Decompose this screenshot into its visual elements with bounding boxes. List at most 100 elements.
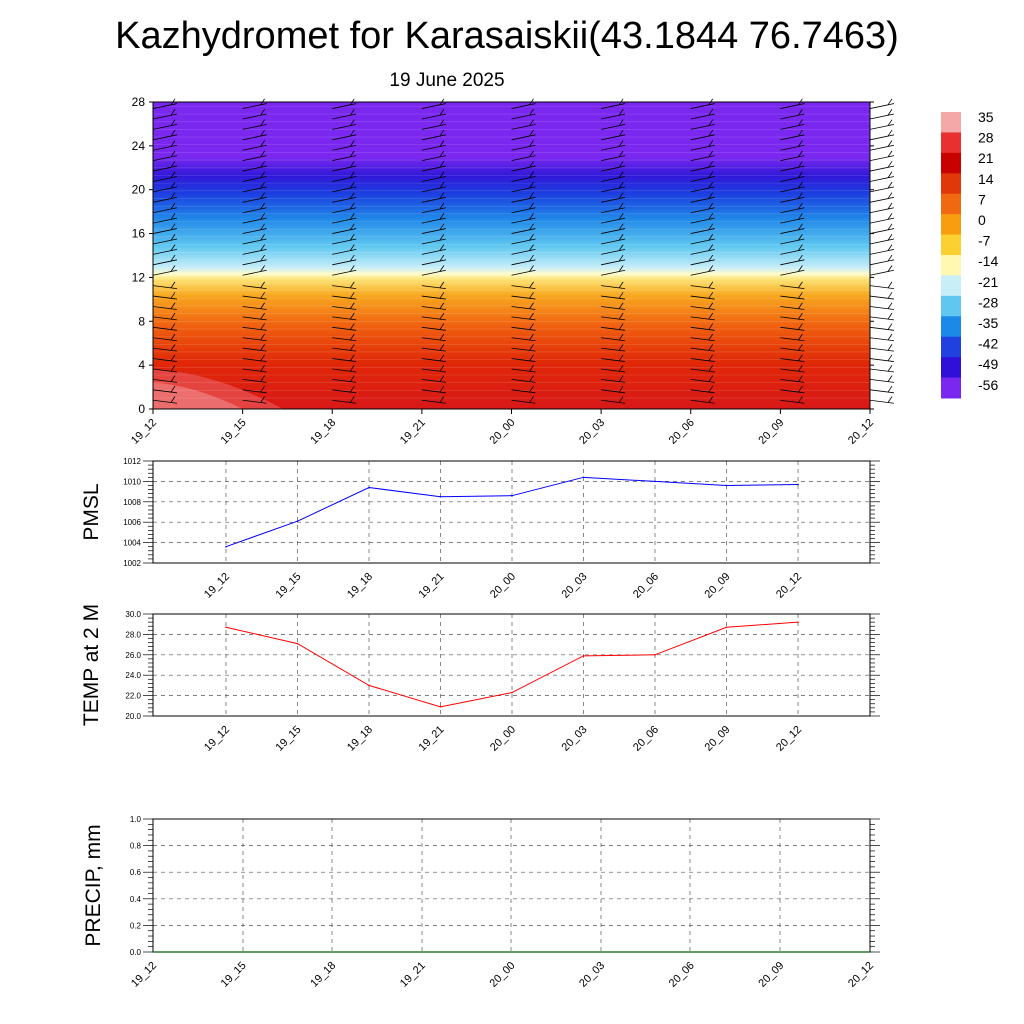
- wind-barb: [690, 165, 715, 172]
- wind-barb: [421, 368, 446, 373]
- wind-barb-flag: [439, 213, 445, 220]
- wind-barb: [332, 103, 357, 109]
- wind-barb-flag: [529, 312, 534, 320]
- wind-barb: [421, 285, 446, 290]
- wind-barb: [780, 378, 805, 383]
- wind-barb: [690, 378, 715, 383]
- wind-barb-flag: [887, 375, 893, 382]
- wind-barb-flag: [708, 150, 714, 158]
- wind-barb-flag: [260, 396, 265, 403]
- x-tick-label: 19_18: [308, 417, 338, 447]
- wind-barb: [152, 259, 178, 266]
- wind-barb-flag: [439, 234, 445, 241]
- wind-barb-flag: [260, 234, 265, 241]
- wind-barb-flag: [798, 140, 803, 147]
- wind-barb-flag: [260, 354, 265, 362]
- wind-barb: [690, 368, 715, 373]
- wind-barb: [242, 238, 267, 245]
- y-tick-label: 22.0: [125, 692, 141, 701]
- colorbar-label: 0: [978, 212, 986, 228]
- wind-barb: [152, 103, 178, 109]
- x-tick-label: 20_09: [703, 724, 733, 754]
- wind-barb-flag: [798, 254, 803, 262]
- wind-barb-flag: [618, 265, 624, 272]
- wind-barb-flag: [439, 254, 445, 262]
- wind-barb-flag: [260, 344, 265, 351]
- wind-barb-flag: [170, 292, 176, 299]
- wind-barb-flag: [260, 150, 265, 158]
- wind-barb-flag: [439, 202, 445, 210]
- wind-barb-flag: [798, 365, 803, 372]
- wind-barb-flag: [887, 129, 893, 137]
- wind-barb-flag: [708, 171, 714, 178]
- y-axis-title: PRECIP, mm: [82, 824, 105, 946]
- wind-barb: [511, 144, 536, 151]
- wind-barb: [332, 165, 357, 172]
- wind-barb: [421, 358, 446, 362]
- wind-barb-flag: [798, 312, 803, 320]
- wind-barb-flag: [618, 244, 624, 251]
- y-tick-label: 0: [138, 402, 145, 416]
- wind-barb: [511, 269, 536, 276]
- wind-barb: [601, 207, 626, 214]
- wind-barb-flag: [618, 375, 624, 382]
- wind-barb-flag: [170, 344, 176, 351]
- wind-barb-flag: [529, 375, 534, 382]
- wind-barb-flag: [529, 323, 534, 330]
- wind-barb-flag: [529, 281, 534, 289]
- wind-barb-flag: [529, 292, 534, 299]
- wind-barb: [780, 347, 805, 352]
- wind-barb: [780, 285, 805, 290]
- wind-barb-flag: [618, 396, 624, 403]
- wind-barb-flag: [439, 302, 445, 309]
- wind-barb: [869, 347, 895, 352]
- wind-barb: [332, 207, 357, 214]
- wind-barb: [601, 316, 626, 321]
- wind-barb-flag: [349, 265, 355, 272]
- wind-barb: [601, 259, 626, 266]
- wind-barb-flag: [260, 109, 265, 116]
- x-tick-label: 20_12: [846, 960, 876, 990]
- wind-barb: [601, 176, 626, 182]
- wind-barb-flag: [708, 344, 714, 351]
- x-tick-label: 20_12: [846, 417, 876, 447]
- wind-barb: [601, 196, 626, 203]
- wind-barb-flag: [170, 312, 176, 320]
- wind-barb-flag: [349, 333, 355, 341]
- colorbar-swatch: [941, 214, 961, 236]
- wind-barb-flag: [529, 244, 534, 251]
- wind-barb-flag: [798, 323, 803, 330]
- wind-barb-flag: [529, 150, 534, 158]
- wind-barb: [152, 186, 178, 193]
- wind-barb: [601, 337, 626, 342]
- wind-barb: [242, 165, 267, 172]
- wind-barb: [601, 368, 626, 373]
- x-tick-label: 20_09: [756, 960, 786, 990]
- x-tick-label: 19_21: [417, 571, 447, 601]
- wind-barb: [242, 295, 267, 300]
- wind-barb: [780, 113, 805, 120]
- wind-barb: [780, 269, 805, 276]
- wind-barb: [511, 368, 536, 373]
- wind-barb: [690, 144, 715, 151]
- wind-barb: [601, 358, 626, 362]
- wind-barb: [152, 176, 178, 182]
- wind-barb-flag: [439, 292, 445, 299]
- wind-barb-flag: [887, 181, 893, 189]
- wind-barb: [780, 238, 805, 245]
- wind-barb: [511, 316, 536, 321]
- wind-barb-flag: [349, 181, 355, 189]
- wind-barb: [152, 238, 178, 245]
- wind-barb: [869, 285, 895, 290]
- colorbar-swatch: [941, 336, 961, 358]
- wind-barb-flag: [260, 192, 265, 199]
- wind-barb: [332, 155, 357, 162]
- wind-barb-flag: [529, 234, 534, 241]
- wind-barb-flag: [798, 396, 803, 403]
- wind-barb-flag: [887, 161, 893, 168]
- wind-barb: [152, 399, 178, 404]
- wind-barb-flag: [708, 234, 714, 241]
- wind-barb: [332, 295, 357, 300]
- wind-barb-flag: [439, 265, 445, 272]
- wind-barb-flag: [708, 223, 714, 231]
